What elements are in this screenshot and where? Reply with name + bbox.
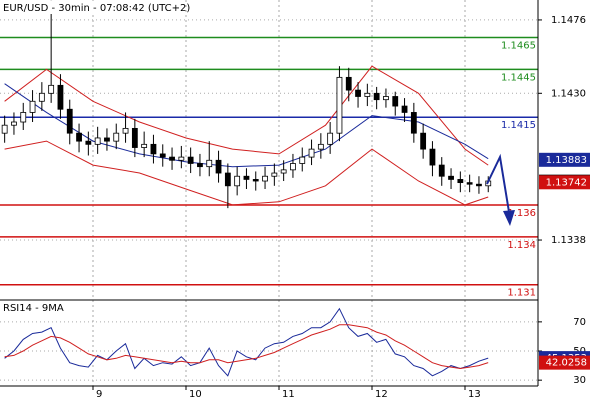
- candle-body: [1, 124, 8, 134]
- candle-body: [141, 143, 148, 148]
- level-label: 1.136: [507, 208, 536, 219]
- forecast-arrowhead: [503, 210, 515, 226]
- candle-body: [438, 164, 445, 177]
- candle-body: [466, 182, 473, 185]
- overlay-line: [4, 65, 489, 166]
- candle-body: [383, 96, 389, 101]
- candle-body: [38, 92, 45, 102]
- candle-body: [131, 127, 138, 148]
- price-label-box: [539, 355, 590, 370]
- x-tick-label: 11: [282, 389, 295, 400]
- candle-body: [308, 148, 315, 158]
- candle-body: [29, 100, 36, 113]
- candle-body: [262, 175, 268, 182]
- candle-body: [280, 169, 287, 174]
- candle-body: [476, 183, 482, 187]
- level-label: 1.134: [507, 240, 536, 251]
- candle-body: [327, 132, 334, 145]
- overlay-line: [4, 83, 489, 168]
- candle-body: [392, 96, 399, 107]
- candle-body: [11, 121, 17, 126]
- price-label: 1.13883: [546, 155, 587, 166]
- candle-body: [299, 156, 306, 164]
- candle-body: [345, 76, 352, 91]
- candle-body: [234, 175, 241, 187]
- candle-body: [94, 137, 101, 145]
- level-label: 1.1445: [501, 72, 536, 83]
- level-label: 1.1465: [501, 40, 536, 51]
- series-line: [4, 324, 489, 370]
- chart-title: RSI14 - 9MA: [3, 303, 64, 314]
- candle-body: [457, 179, 464, 184]
- candle-body: [76, 132, 82, 142]
- chart-title: EUR/USD - 30min - 07:08:42 (UTC+2): [3, 3, 190, 14]
- candle-body: [373, 92, 380, 101]
- y-tick-label: 70: [573, 317, 586, 328]
- candle-body: [20, 112, 27, 123]
- candle-body: [187, 156, 194, 164]
- plot-layer: 1.1465 1.1445 1.1415 1.136 1.134 1.131 EUR/USD…: [0, 0, 538, 386]
- candle-body: [355, 89, 361, 97]
- candle-body: [169, 156, 175, 161]
- candle-body: [429, 148, 436, 166]
- candle-body: [85, 140, 92, 145]
- candle-body: [104, 137, 110, 142]
- level-label: 1.1415: [501, 120, 536, 131]
- x-tick-label: 12: [375, 389, 388, 400]
- candle-body: [206, 159, 213, 168]
- candle-body: [317, 143, 324, 150]
- title-bg: [1, 301, 69, 314]
- candle-body: [197, 163, 203, 168]
- candle-body: [271, 172, 278, 177]
- candle-body: [448, 175, 454, 180]
- candle-body: [243, 175, 250, 180]
- level-label: 1.131: [507, 288, 536, 299]
- candle-body: [113, 132, 120, 142]
- y-tick-label: 30: [573, 375, 586, 386]
- candle-body: [364, 92, 371, 97]
- x-tick-label: 9: [96, 389, 102, 400]
- candle-body: [215, 159, 222, 174]
- x-tick-label: 10: [189, 389, 202, 400]
- candle-body: [150, 143, 157, 155]
- candle-body: [401, 105, 408, 113]
- candle-body: [122, 127, 129, 134]
- price-label: 42.0258: [546, 358, 587, 369]
- candle-body: [66, 108, 73, 134]
- forecast-arrow: [486, 153, 510, 213]
- price-label-box: [539, 175, 590, 190]
- y-tick-label: 1.1338: [551, 235, 586, 246]
- series-line: [4, 307, 489, 377]
- candle-body: [159, 153, 166, 158]
- candle-body: [48, 84, 55, 94]
- candle-body: [410, 112, 417, 134]
- candle-body: [420, 132, 427, 150]
- candle-body: [178, 156, 185, 161]
- y-tick-label: 1.1476: [551, 15, 586, 26]
- overlay-line: [4, 140, 489, 206]
- x-tick-label: 13: [468, 389, 481, 400]
- price-label: 1.13742: [546, 177, 587, 188]
- title-bg: [1, 1, 183, 14]
- price-label-box: [539, 152, 590, 167]
- candle-body: [224, 172, 231, 187]
- candle-body: [336, 76, 343, 134]
- y-tick-label: 1.1430: [551, 88, 586, 99]
- candle-body: [57, 84, 64, 110]
- candle-body: [290, 163, 296, 171]
- candle-body: [252, 179, 259, 182]
